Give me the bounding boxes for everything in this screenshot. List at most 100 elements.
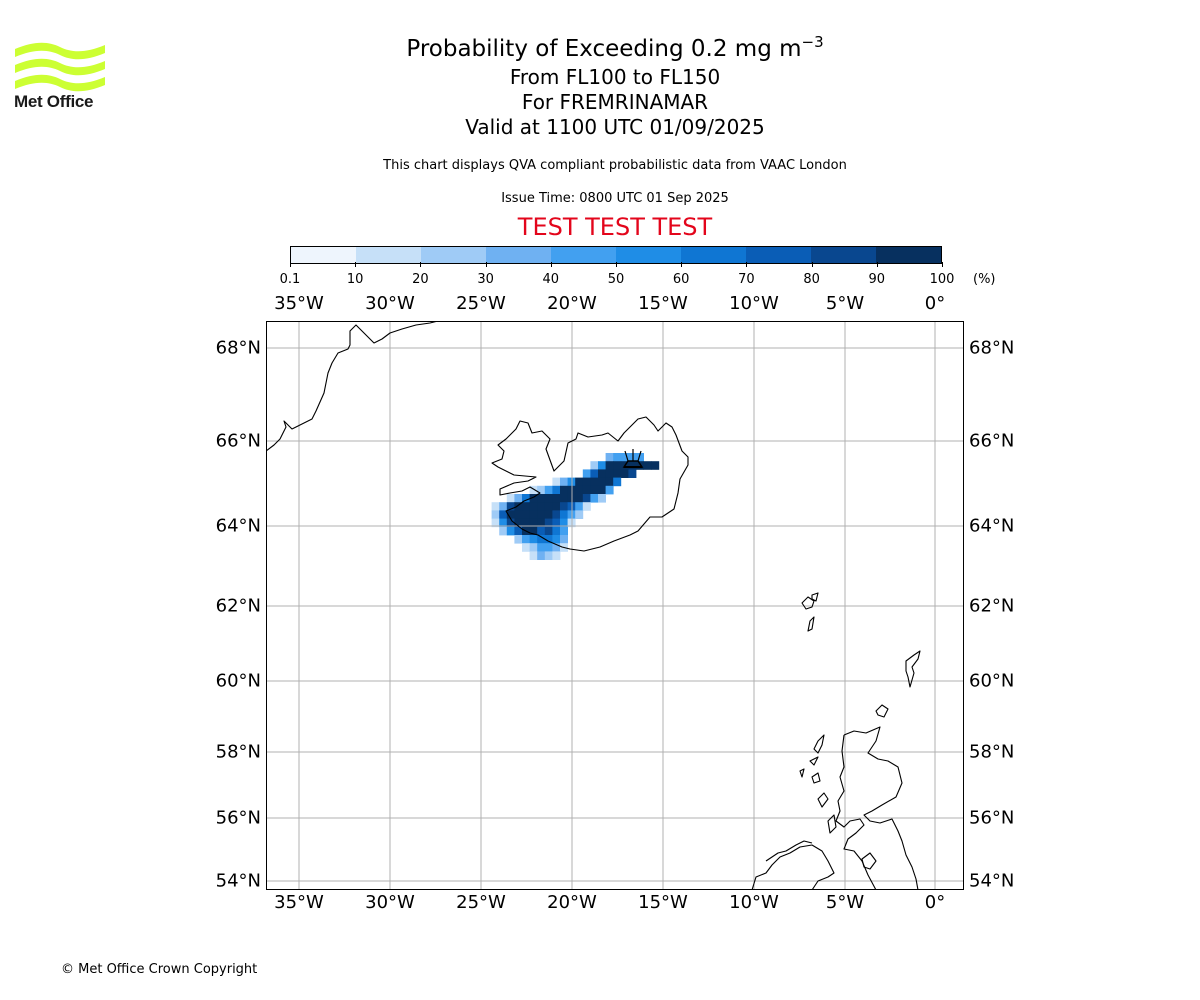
probability-cell bbox=[628, 461, 637, 470]
title-line-4: Valid at 1100 UTC 01/09/2025 bbox=[465, 115, 765, 139]
longitude-label: 35°W bbox=[274, 293, 324, 314]
probability-cell bbox=[605, 469, 614, 478]
probability-cell bbox=[514, 535, 523, 544]
colorbar-tick-mark bbox=[746, 262, 748, 267]
probability-cell bbox=[552, 477, 561, 487]
probability-cell bbox=[590, 461, 599, 470]
map-plot bbox=[266, 321, 964, 890]
probability-cell bbox=[613, 469, 622, 478]
longitude-label: 30°W bbox=[365, 892, 415, 913]
latitude-label: 66°N bbox=[969, 430, 1015, 452]
colorbar-tick-label: 80 bbox=[803, 272, 820, 287]
probability-cell bbox=[529, 510, 538, 519]
colorbar-tick-label: 40 bbox=[542, 272, 560, 287]
probability-cell bbox=[499, 518, 508, 528]
latitude-label: 56°N bbox=[969, 807, 1015, 829]
probability-cell bbox=[560, 535, 568, 544]
probability-cell bbox=[643, 461, 652, 470]
probability-cell bbox=[598, 477, 606, 487]
latitude-label: 54°N bbox=[969, 870, 1015, 892]
latitude-label: 66°N bbox=[215, 430, 261, 452]
title-line-3: For FREMRINAMAR bbox=[521, 90, 709, 114]
colorbar-segment bbox=[681, 247, 746, 263]
colorbar-tick-mark bbox=[420, 262, 422, 267]
probability-cell bbox=[575, 494, 584, 503]
latitude-label: 62°N bbox=[215, 595, 261, 617]
probability-cell bbox=[514, 526, 523, 536]
probability-cell bbox=[514, 494, 523, 503]
probability-cell bbox=[651, 461, 660, 470]
probability-cell bbox=[537, 543, 546, 552]
probability-cell bbox=[506, 510, 515, 519]
probability-cell bbox=[613, 453, 622, 462]
probability-cell bbox=[544, 535, 553, 544]
chart-subtitle: This chart displays QVA compliant probab… bbox=[383, 158, 847, 173]
probability-cell bbox=[491, 510, 500, 519]
longitude-label: 35°W bbox=[274, 892, 324, 913]
colorbar-segment bbox=[811, 247, 876, 263]
probability-cell bbox=[582, 485, 591, 495]
colorbar-segment bbox=[486, 247, 551, 263]
probability-cell bbox=[582, 502, 591, 511]
chart-title: Probability of Exceeding 0.2 mg m−3 From… bbox=[315, 26, 915, 140]
probability-cell bbox=[590, 485, 599, 495]
probability-cell bbox=[590, 469, 599, 478]
probability-cell bbox=[636, 461, 644, 470]
coastline-scotland bbox=[843, 726, 919, 890]
met-office-logo-icon bbox=[15, 42, 105, 92]
longitude-label: 10°W bbox=[729, 293, 779, 314]
latitude-label: 58°N bbox=[215, 741, 261, 763]
longitude-label: 5°W bbox=[825, 892, 865, 913]
probability-cell bbox=[590, 494, 599, 503]
colorbar-segment bbox=[421, 247, 486, 263]
volcano-icon bbox=[622, 449, 644, 468]
probability-cell bbox=[544, 510, 553, 519]
colorbar-tick-label: 20 bbox=[412, 272, 429, 287]
probability-cell bbox=[537, 518, 546, 528]
colorbar-tick-label: 90 bbox=[868, 272, 886, 287]
longitude-label: 0° bbox=[924, 293, 946, 314]
probability-cell bbox=[506, 518, 515, 528]
colorbar-tick-mark bbox=[290, 262, 291, 267]
probability-cell bbox=[537, 510, 546, 519]
probability-cell bbox=[575, 510, 584, 519]
probability-cell bbox=[499, 526, 508, 536]
probability-cell bbox=[560, 510, 568, 519]
latitude-label: 60°N bbox=[215, 670, 261, 692]
colorbar-tick-mark bbox=[616, 262, 617, 267]
probability-cell bbox=[582, 477, 591, 487]
title-exponent: −3 bbox=[801, 33, 824, 51]
probability-cell bbox=[560, 518, 568, 528]
probability-cell bbox=[620, 453, 629, 462]
probability-cell bbox=[605, 477, 614, 487]
longitude-label: 20°W bbox=[547, 892, 597, 913]
probability-cell bbox=[613, 477, 622, 487]
probability-cell bbox=[620, 469, 629, 478]
title-line-1: Probability of Exceeding 0.2 mg m−3 bbox=[315, 26, 915, 65]
probability-cell bbox=[537, 494, 546, 503]
colorbar-tick-label: 100 bbox=[929, 272, 955, 287]
probability-cell bbox=[544, 485, 553, 495]
probability-cell bbox=[522, 535, 530, 544]
latitude-label: 58°N bbox=[969, 741, 1015, 763]
probability-cell bbox=[552, 510, 561, 519]
probability-cell bbox=[605, 461, 614, 470]
probability-cell bbox=[514, 502, 523, 511]
colorbar-tick-mark bbox=[876, 262, 878, 267]
probability-cell bbox=[560, 485, 568, 495]
probability-cell bbox=[529, 494, 538, 503]
colorbar-tick-mark bbox=[681, 262, 683, 267]
title-main-text: Probability of Exceeding 0.2 mg m bbox=[406, 36, 802, 62]
probability-cell bbox=[575, 477, 584, 487]
colorbar-tick-label: 10 bbox=[346, 272, 364, 287]
probability-cell bbox=[598, 494, 606, 503]
issue-time: Issue Time: 0800 UTC 01 Sep 2025 bbox=[501, 191, 729, 206]
probability-cell bbox=[552, 543, 561, 552]
probability-cell bbox=[605, 485, 614, 495]
colorbar-tick-label: 50 bbox=[607, 272, 625, 287]
probability-cell bbox=[529, 518, 538, 528]
coastline-faroe bbox=[801, 596, 815, 610]
colorbar-segment bbox=[356, 247, 421, 263]
longitude-label: 0° bbox=[924, 892, 946, 913]
probability-cell bbox=[560, 477, 568, 487]
